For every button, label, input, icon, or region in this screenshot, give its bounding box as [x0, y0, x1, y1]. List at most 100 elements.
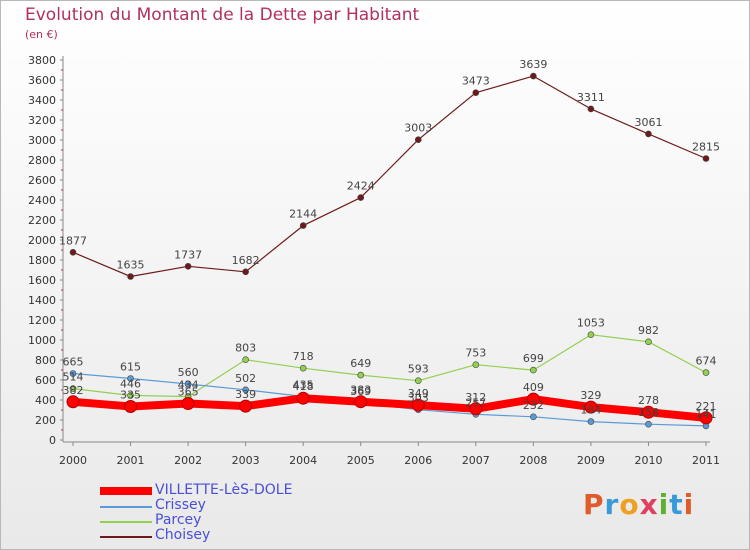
data-label: 1635	[117, 259, 145, 272]
data-point	[702, 155, 710, 162]
x-tick-label: 2007	[462, 454, 490, 467]
x-tick-label: 2005	[347, 454, 375, 467]
data-point	[587, 105, 595, 113]
data-point	[127, 273, 134, 280]
y-tick-label: 600	[35, 374, 56, 387]
data-label: 312	[465, 391, 486, 404]
x-tick-label: 2008	[519, 454, 547, 467]
data-label: 699	[523, 352, 544, 365]
x-tick-label: 2006	[404, 454, 432, 467]
data-label: 615	[120, 361, 141, 374]
data-label: 3473	[462, 75, 490, 88]
data-label: 3003	[404, 122, 432, 135]
data-label: 718	[293, 350, 314, 363]
data-label: 184	[580, 404, 601, 417]
data-label: 1682	[232, 254, 260, 267]
legend-swatch	[100, 521, 152, 523]
series-line	[72, 334, 707, 398]
legend-swatch	[100, 506, 152, 508]
data-label: 1877	[59, 234, 87, 247]
logo-letter: t	[669, 488, 684, 521]
x-tick-label: 2000	[59, 454, 87, 467]
chart-subtitle: (en €)	[25, 28, 58, 41]
data-label: 446	[120, 377, 141, 390]
y-tick-label: 2000	[28, 234, 56, 247]
data-label: 2815	[692, 141, 720, 154]
data-point	[587, 418, 595, 425]
x-tick-label: 2004	[289, 454, 317, 467]
y-tick-label: 1200	[28, 314, 56, 327]
data-label: 257	[465, 396, 486, 409]
y-tick-label: 2600	[28, 174, 56, 187]
series-layer	[66, 72, 713, 430]
legend-swatch	[100, 487, 152, 495]
y-tick-label: 2800	[28, 154, 56, 167]
data-label: 649	[350, 357, 371, 370]
data-labels-layer: 1877 1635 1737 1682 2144 2424 3003 3473 3639 3311…	[59, 58, 720, 421]
y-tick-label: 200	[35, 414, 56, 427]
data-point	[530, 366, 537, 374]
legend-label: VILLETTE-LèS-DOLE	[155, 482, 293, 498]
logo-letter: o	[619, 488, 640, 521]
y-tick-label: 3200	[28, 114, 56, 127]
y-tick-label: 3400	[28, 94, 56, 107]
data-point	[69, 385, 77, 392]
data-point	[299, 222, 307, 229]
data-label: 435	[293, 379, 314, 392]
data-point	[699, 411, 713, 425]
data-point	[472, 89, 480, 96]
data-point	[526, 392, 540, 406]
data-point	[411, 398, 425, 412]
data-label: 339	[235, 388, 256, 401]
data-point	[181, 397, 195, 410]
data-point	[184, 380, 192, 388]
data-point	[354, 395, 368, 409]
series-line	[72, 75, 707, 278]
data-label: 278	[638, 394, 659, 407]
data-label: 365	[178, 386, 199, 399]
y-tick-label: 1400	[28, 294, 56, 307]
legend-swatch	[100, 536, 152, 538]
data-label: 1053	[577, 317, 605, 330]
data-point	[124, 400, 138, 413]
proxiti-logo: Proxiti	[583, 488, 694, 521]
y-tick-label: 1800	[28, 254, 56, 267]
chart-title: Evolution du Montant de la Dette par Hab…	[25, 5, 420, 25]
data-point	[69, 370, 77, 377]
series-line	[72, 394, 707, 422]
data-label: 369	[350, 385, 371, 398]
data-label: 158	[638, 406, 659, 419]
data-label: 593	[408, 363, 429, 376]
data-point	[242, 268, 249, 276]
data-label: 3639	[519, 58, 547, 71]
data-label: 514	[63, 371, 84, 384]
data-point	[69, 249, 77, 256]
data-label: 221	[696, 400, 717, 413]
data-label: 1737	[174, 248, 202, 261]
data-point	[645, 130, 652, 138]
y-tick-label: 1600	[28, 274, 56, 287]
data-point	[239, 399, 253, 413]
data-point	[472, 361, 480, 369]
x-tick-label: 2003	[232, 454, 260, 467]
data-point	[127, 375, 134, 382]
data-point	[530, 72, 537, 80]
data-label: 674	[696, 355, 717, 368]
logo-letter: i	[658, 488, 670, 521]
data-point	[414, 377, 422, 385]
data-label: 2424	[347, 180, 375, 193]
data-point	[645, 420, 652, 428]
data-label: 303	[408, 392, 429, 405]
data-point	[296, 391, 310, 405]
data-label: 418	[293, 380, 314, 393]
x-tick-label: 2011	[692, 454, 720, 467]
y-tick-label: 400	[35, 394, 56, 407]
data-point	[184, 262, 192, 270]
data-label: 382	[63, 384, 84, 397]
data-point	[127, 392, 134, 399]
y-tick-label: 800	[35, 354, 56, 367]
x-tick-label: 2002	[174, 454, 202, 467]
data-label: 982	[638, 324, 659, 337]
